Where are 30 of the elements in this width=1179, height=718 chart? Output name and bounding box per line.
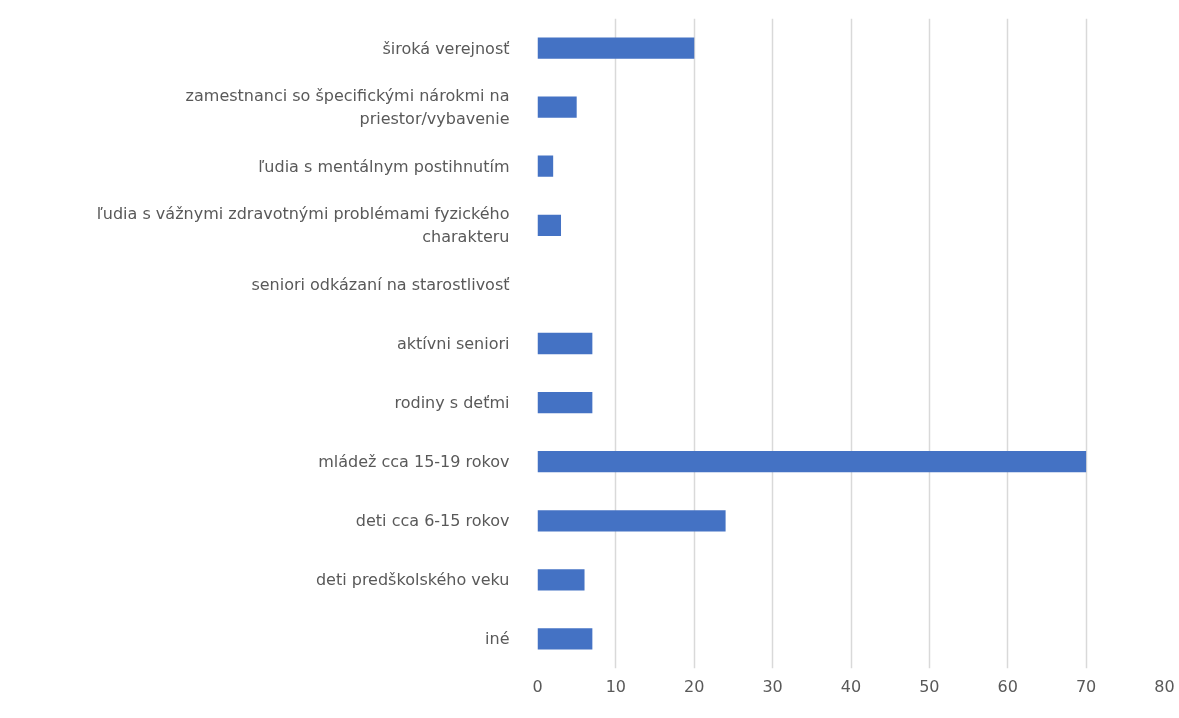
x-tick-label: 10	[605, 676, 627, 696]
x-tick-label: 40	[840, 676, 862, 696]
x-tick-label: 30	[762, 676, 783, 696]
y-tick-label: ľudia s mentálnym postihnutím	[258, 156, 510, 176]
y-tick-label: aktívni seniori	[396, 334, 510, 353]
bar	[537, 332, 593, 355]
bar	[537, 214, 562, 236]
y-tick-label: široká verejnosť	[382, 38, 510, 58]
bar	[537, 96, 577, 118]
x-tick-label: 50	[919, 676, 940, 696]
x-tick-label: 80	[1154, 676, 1175, 696]
x-tick-label: 20	[684, 676, 705, 696]
y-tick-label: mládež cca 15-19 rokov	[318, 452, 510, 472]
bar	[537, 37, 695, 59]
y-tick-label: deti cca 6-15 rokov	[355, 511, 510, 531]
y-tick-label: zamestnanci so špecifickými nárokmi na priestor/vybavenie	[185, 86, 510, 129]
x-tick-label: 70	[1075, 676, 1097, 696]
bar	[537, 628, 593, 650]
y-tick-label: ľudia s vážnymi zdravotnými problémami fyzického charakteru	[96, 204, 510, 247]
y-tick-label: seniori odkázaní na starostlivosť	[251, 274, 510, 294]
y-tick-label: rodiny s deťmi	[394, 393, 510, 413]
x-tick-label: 60	[997, 676, 1018, 696]
y-tick-label: deti predškolského veku	[315, 570, 510, 590]
bar	[537, 155, 554, 177]
y-tick-label: iné	[485, 629, 510, 649]
bar	[537, 569, 585, 591]
bar	[537, 451, 1087, 473]
bar	[537, 391, 593, 414]
bar	[537, 510, 726, 532]
x-tick-label: 0	[532, 676, 543, 696]
